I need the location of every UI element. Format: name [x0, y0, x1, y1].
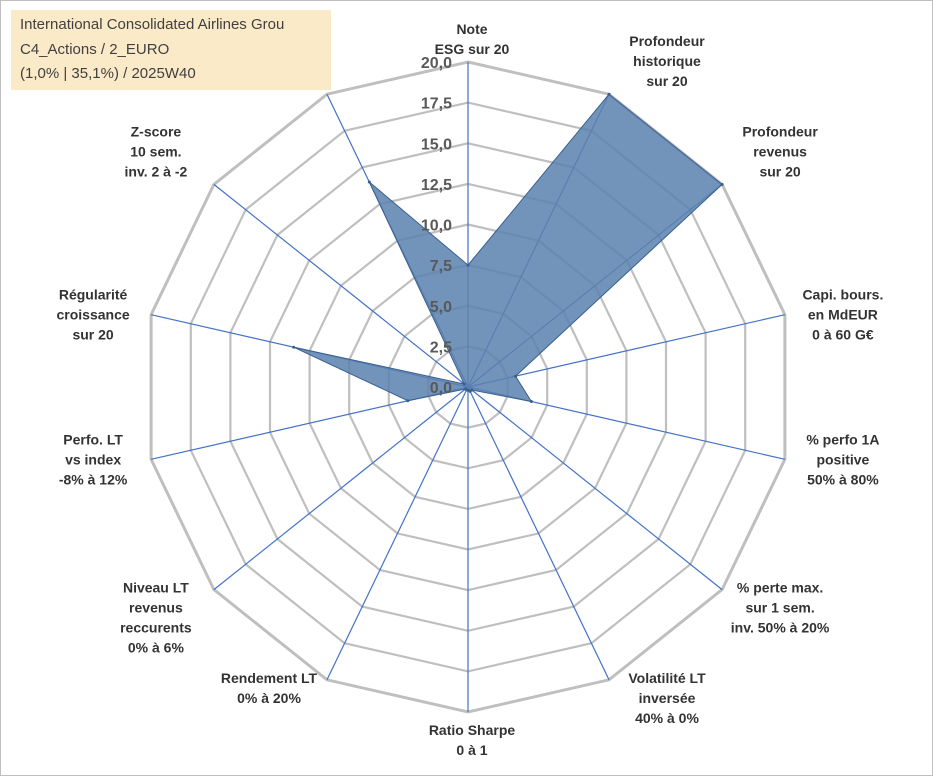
axis-label: Profondeur: [629, 33, 705, 49]
tick-label: 2,5: [430, 339, 452, 356]
axis-label: Niveau LT: [123, 580, 189, 596]
info-box: International Consolidated Airlines Grou…: [11, 10, 331, 90]
info-category: C4_Actions / 2_EURO: [20, 41, 170, 58]
axis-label: 40% à 0%: [635, 710, 699, 726]
data-point: [607, 92, 611, 96]
axis-label: ESG sur 20: [435, 41, 510, 57]
axis-label: 0 à 60 G€: [812, 327, 874, 343]
axis-spoke: [467, 386, 723, 591]
data-point: [406, 399, 410, 403]
axis-label: reccurents: [120, 620, 192, 636]
axis-spoke: [213, 183, 469, 388]
axis-label: Ratio Sharpe: [429, 722, 516, 738]
series-area: [293, 93, 723, 403]
data-point: [466, 263, 470, 267]
axis-label: historique: [633, 53, 701, 69]
tick-label: 7,5: [430, 258, 452, 275]
radar-series: [292, 92, 724, 403]
axis-label: croissance: [57, 307, 130, 323]
axis-spoke: [326, 386, 469, 681]
axis-label: revenus: [753, 143, 807, 159]
axis-label: Z-score: [131, 123, 182, 139]
tick-label: 0,0: [430, 380, 452, 397]
axis-label: Rendement LT: [221, 670, 318, 686]
data-point: [514, 374, 517, 378]
tick-label: 12,5: [421, 177, 452, 194]
axis-label: en MdEUR: [808, 307, 878, 323]
axis-label: revenus: [129, 600, 183, 616]
axis-label: Perfo. LT: [63, 431, 123, 447]
axis-label: Profondeur: [742, 123, 818, 139]
tick-label: 20,0: [421, 55, 452, 72]
axis-label: inversée: [639, 690, 696, 706]
data-point: [292, 345, 296, 349]
axis-label: positive: [816, 451, 869, 467]
axis-label: sur 20: [759, 163, 800, 179]
axis-label: % perte max.: [737, 580, 823, 596]
axis-label: 0% à 20%: [237, 690, 301, 706]
axis-label: vs index: [65, 451, 121, 467]
data-point: [367, 180, 371, 184]
axis-label: Capi. bours.: [802, 287, 883, 303]
axis-label: Note: [456, 21, 487, 37]
info-title: International Consolidated Airlines Grou: [20, 16, 285, 33]
tick-label: 5,0: [430, 299, 452, 316]
axis-label: inv. 2 à -2: [125, 163, 188, 179]
info-range-week: (1,0% | 35,1%) / 2025W40: [20, 65, 196, 82]
radar-tick-labels: 0,0 2,5 5,0 7,5 10,0 12,5 15,0 17,5 20,0: [421, 55, 452, 397]
axis-label: 50% à 80%: [807, 471, 879, 487]
data-point: [720, 182, 724, 186]
axis-label: -8% à 12%: [59, 471, 128, 487]
axis-label: % perfo 1A: [806, 431, 879, 447]
tick-label: 10,0: [421, 218, 452, 235]
axis-spoke: [467, 386, 610, 681]
axis-label: sur 20: [646, 73, 687, 89]
tick-label: 15,0: [421, 136, 452, 153]
axis-label: 0% à 6%: [128, 640, 185, 656]
tick-label: 17,5: [421, 96, 452, 113]
axis-label: sur 1 sem.: [745, 600, 814, 616]
data-point: [462, 382, 466, 386]
axis-label: sur 20: [72, 327, 113, 343]
axis-label: Volatilité LT: [628, 670, 706, 686]
axis-spoke: [213, 386, 469, 591]
data-point: [529, 400, 533, 403]
data-point: [464, 387, 467, 391]
axis-spoke: [467, 314, 786, 388]
axis-label: inv. 50% à 20%: [731, 620, 830, 636]
axis-label: Régularité: [59, 287, 128, 303]
axis-label: 10 sem.: [130, 143, 181, 159]
axis-label: 0 à 1: [456, 742, 487, 758]
